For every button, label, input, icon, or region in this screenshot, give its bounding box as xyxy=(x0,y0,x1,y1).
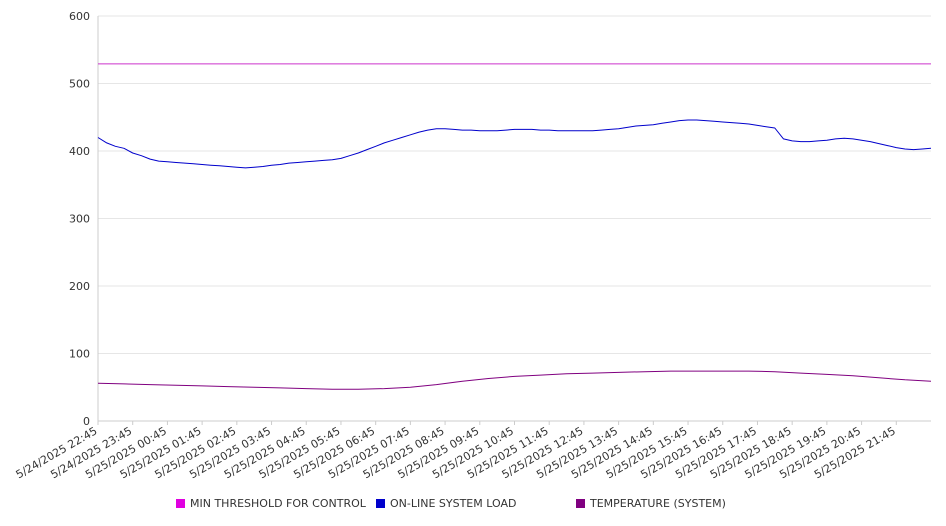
y-tick-label: 400 xyxy=(69,145,90,158)
y-tick-label: 300 xyxy=(69,213,90,226)
y-tick-label: 200 xyxy=(69,280,90,293)
y-tick-label: 100 xyxy=(69,348,90,361)
legend-label-temperature: TEMPERATURE (SYSTEM) xyxy=(590,497,726,510)
y-tick-label: 600 xyxy=(69,10,90,23)
legend-label-system-load: ON-LINE SYSTEM LOAD xyxy=(390,497,517,510)
y-tick-labels: 0 100 200 300 400 500 600 xyxy=(69,10,90,428)
legend: MIN THRESHOLD FOR CONTROL ON-LINE SYSTEM… xyxy=(0,497,946,515)
legend-item-system-load: ON-LINE SYSTEM LOAD xyxy=(376,497,516,510)
gridlines xyxy=(98,15,931,354)
legend-swatch-system-load xyxy=(376,499,385,508)
series-line-temperature xyxy=(97,370,932,390)
y-tick-label: 0 xyxy=(83,415,90,428)
series-lines xyxy=(97,63,932,390)
axes xyxy=(97,16,931,425)
legend-swatch-min-threshold xyxy=(176,499,185,508)
legend-label-min-threshold: MIN THRESHOLD FOR CONTROL xyxy=(190,497,366,510)
legend-item-min-threshold: MIN THRESHOLD FOR CONTROL xyxy=(176,497,366,510)
legend-swatch-temperature xyxy=(576,499,585,508)
legend-item-temperature: TEMPERATURE (SYSTEM) xyxy=(576,497,726,510)
y-tick-label: 500 xyxy=(69,78,90,91)
series-line-system-load xyxy=(97,119,932,169)
x-tick-labels: 5/24/2025 22:455/24/2025 23:455/25/2025 … xyxy=(14,424,898,481)
